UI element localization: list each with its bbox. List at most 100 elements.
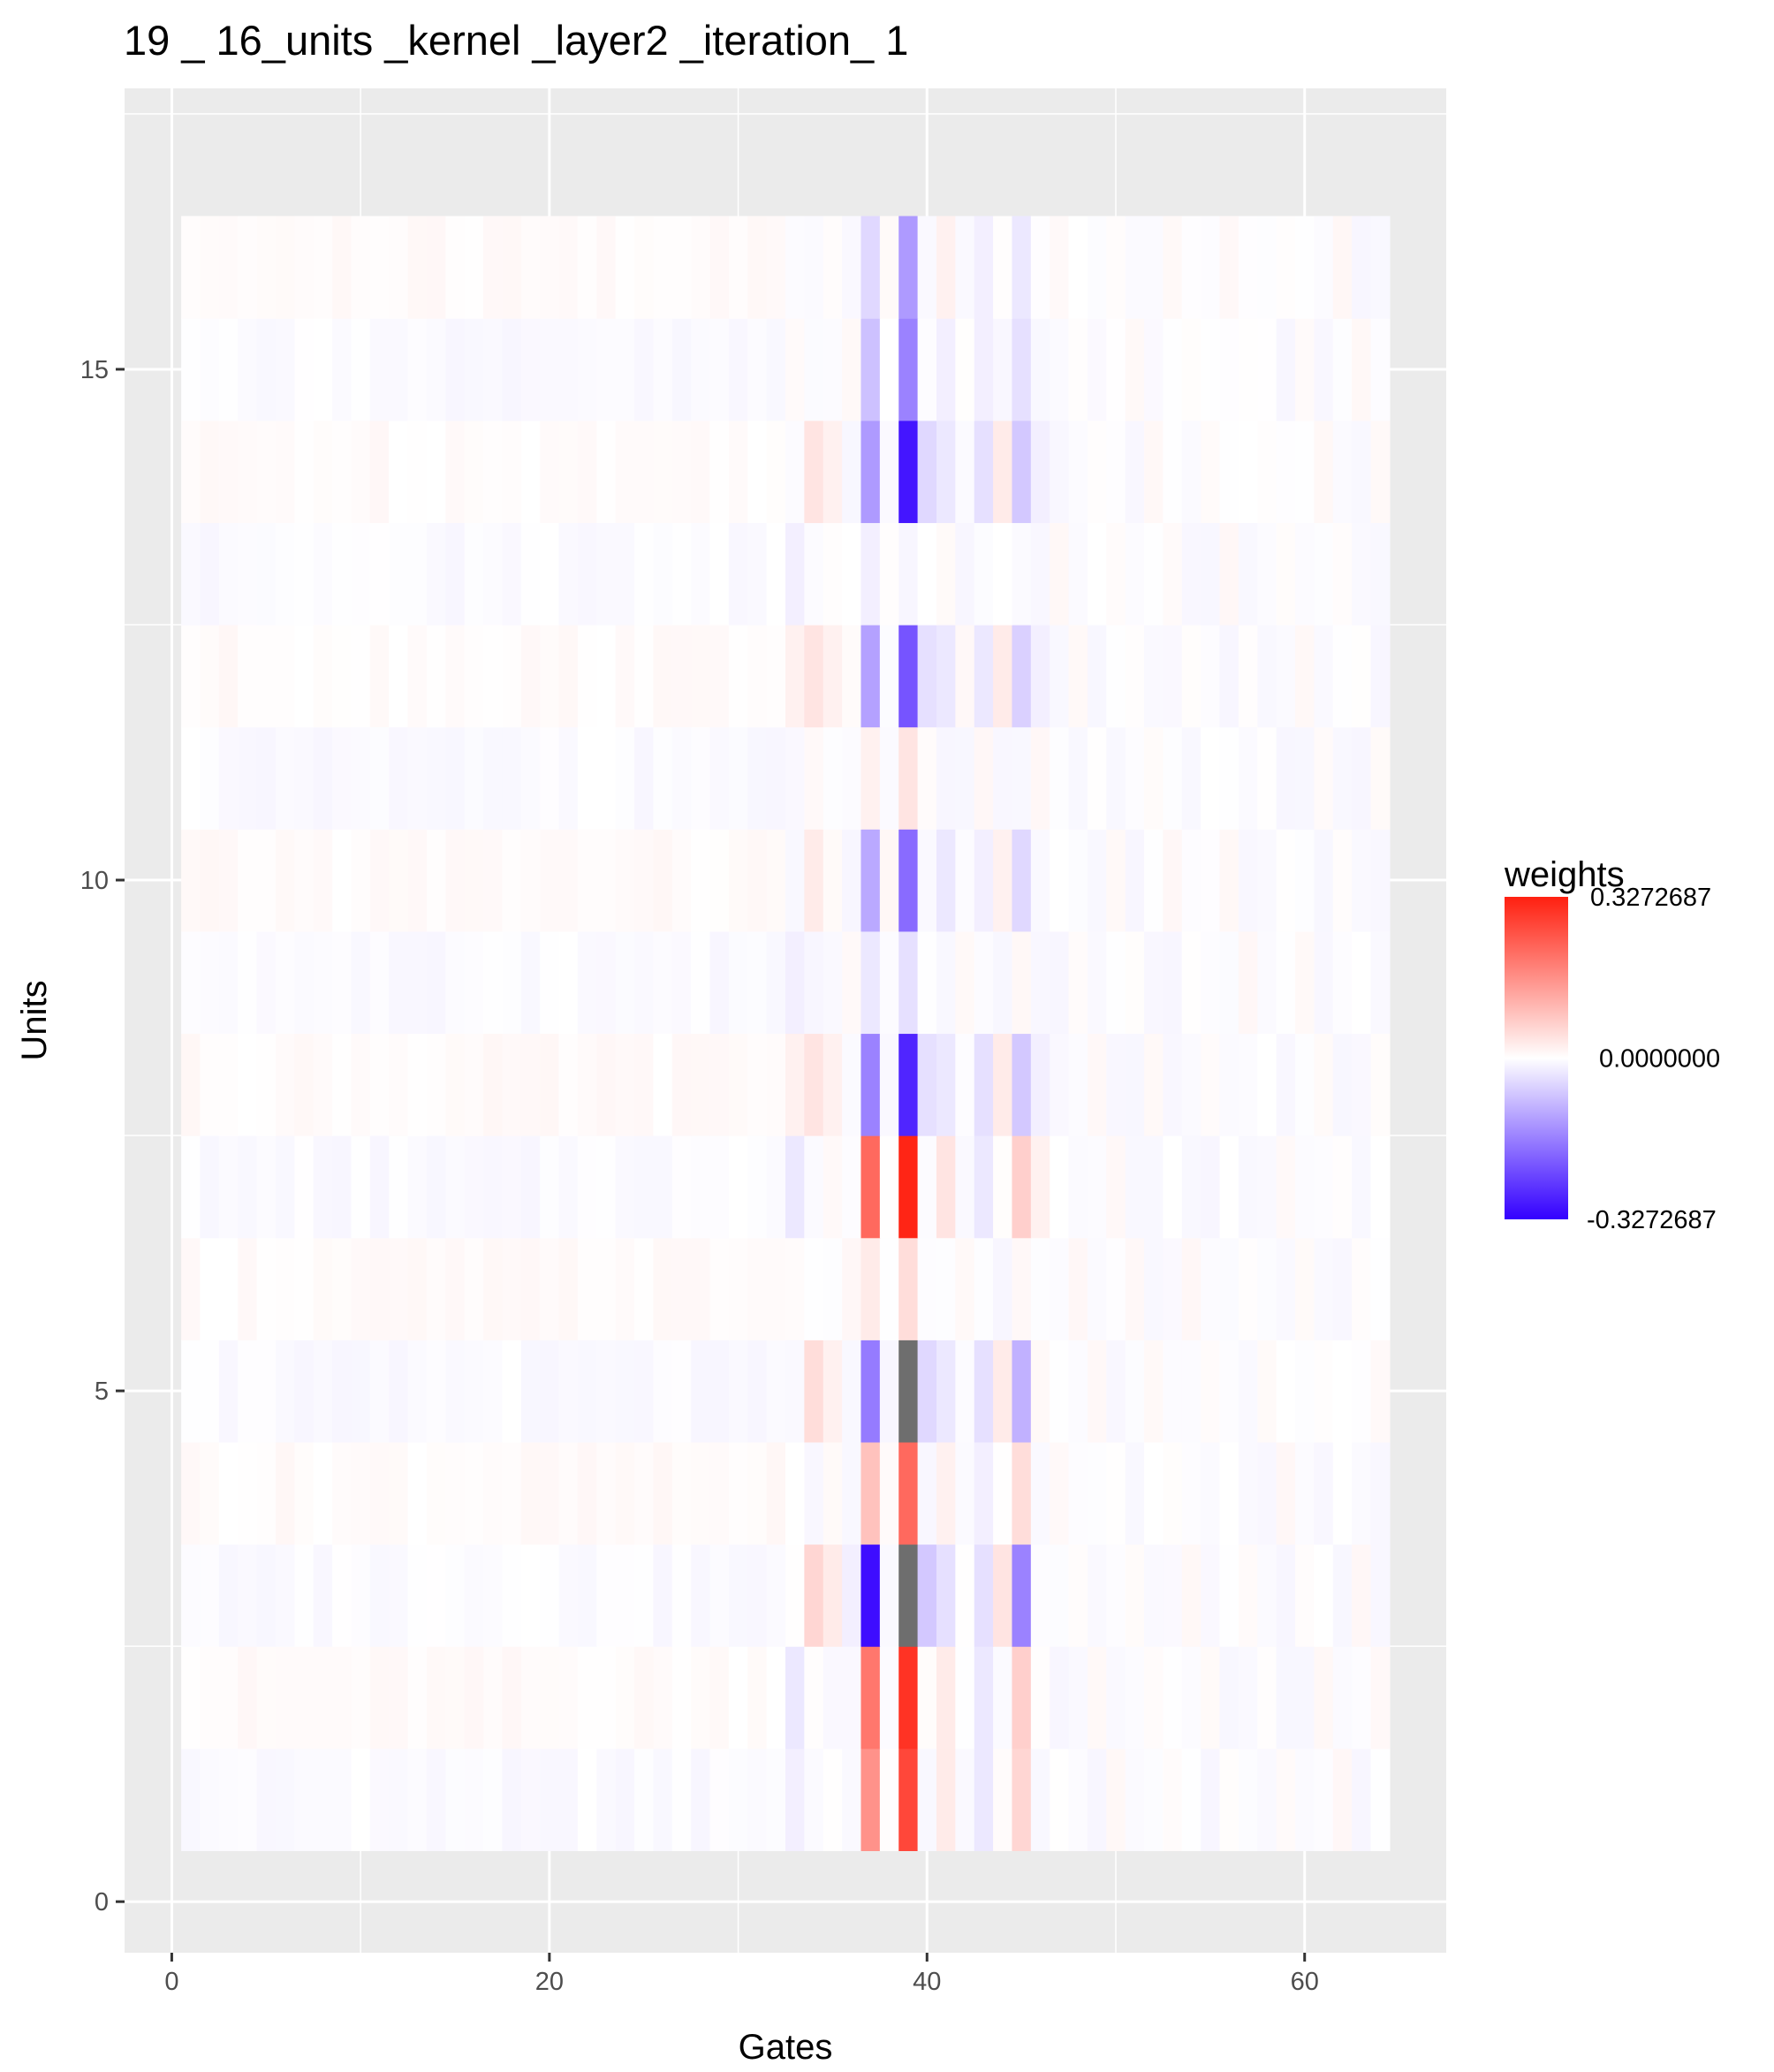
heatmap-cell: [558, 1748, 579, 1851]
heatmap-cell: [577, 1135, 597, 1239]
heatmap-cell: [842, 829, 862, 932]
heatmap-cell: [917, 318, 937, 421]
heatmap-cell: [1332, 1748, 1353, 1851]
heatmap-cell: [1050, 1340, 1070, 1443]
heatmap-cell: [1012, 726, 1032, 830]
heatmap-cell: [1314, 1748, 1334, 1851]
heatmap-cell: [275, 1748, 295, 1851]
heatmap-cell: [917, 216, 937, 319]
heatmap-cell: [898, 1544, 919, 1647]
heatmap-cell: [1087, 726, 1107, 830]
heatmap-cell: [1314, 1237, 1334, 1340]
heatmap-cell: [1219, 1340, 1240, 1443]
heatmap-cell: [917, 1237, 937, 1340]
heatmap-cell: [369, 1748, 390, 1851]
heatmap-cell: [445, 318, 466, 421]
heatmap-cell: [1087, 930, 1107, 1035]
heatmap-cell: [1352, 1237, 1372, 1340]
heatmap-cell: [1257, 522, 1277, 626]
heatmap-cell: [1012, 1033, 1032, 1136]
heatmap-cell: [218, 930, 239, 1035]
y-axis-title: Units: [15, 980, 54, 1060]
heatmap-cell: [502, 1646, 522, 1749]
heatmap-cell: [1238, 216, 1258, 319]
heatmap-cell: [275, 318, 295, 421]
heatmap-cell: [1163, 1544, 1183, 1647]
heatmap-cell: [483, 1135, 504, 1239]
heatmap-cell: [1181, 1237, 1202, 1340]
heatmap-cell: [313, 624, 333, 728]
heatmap-cell: [256, 624, 277, 728]
heatmap-cell: [653, 1441, 673, 1545]
heatmap-cell: [238, 1544, 258, 1647]
x-tick-label: 0: [164, 1968, 178, 1996]
heatmap-cell: [1012, 1135, 1032, 1239]
heatmap-cell: [709, 1340, 730, 1443]
heatmap-cell: [823, 930, 843, 1035]
heatmap-cell: [426, 1033, 446, 1136]
heatmap-cell: [1332, 522, 1353, 626]
heatmap-cell: [1201, 930, 1221, 1035]
heatmap-cell: [1068, 1340, 1088, 1443]
heatmap-cell: [238, 318, 258, 421]
heatmap-cell: [540, 1033, 560, 1136]
heatmap-cell: [218, 1544, 239, 1647]
heatmap-cell: [200, 930, 220, 1035]
heatmap-cell: [596, 1748, 617, 1851]
heatmap-cell: [294, 1544, 315, 1647]
heatmap-cell: [709, 216, 730, 319]
heatmap-cell: [407, 1135, 428, 1239]
heatmap-cell: [1295, 624, 1315, 728]
heatmap-cell: [540, 1340, 560, 1443]
heatmap-cell: [1012, 1544, 1032, 1647]
heatmap-cell: [766, 1441, 786, 1545]
heatmap-cell: [389, 1135, 409, 1239]
heatmap-cell: [634, 726, 654, 830]
heatmap-cell: [502, 1135, 522, 1239]
heatmap-cell: [389, 420, 409, 523]
heatmap-cell: [445, 1033, 466, 1136]
heatmap-cell: [1219, 726, 1240, 830]
heatmap-cell: [445, 420, 466, 523]
heatmap-cell: [634, 522, 654, 626]
heatmap-cell: [1181, 829, 1202, 932]
heatmap-cell: [747, 1544, 768, 1647]
heatmap-cell: [709, 522, 730, 626]
heatmap-cell: [1012, 1646, 1032, 1749]
heatmap-cell: [1087, 1646, 1107, 1749]
heatmap-cell: [389, 216, 409, 319]
heatmap-cell: [974, 1646, 994, 1749]
heatmap-cell: [1181, 522, 1202, 626]
heatmap-cell: [691, 1646, 711, 1749]
heatmap-cell: [1201, 829, 1221, 932]
heatmap-cell: [256, 1748, 277, 1851]
heatmap-cell: [898, 624, 919, 728]
heatmap-cell: [1144, 1646, 1164, 1749]
heatmap-cell: [1068, 1544, 1088, 1647]
heatmap-cell: [1106, 1340, 1126, 1443]
heatmap-cell: [294, 1441, 315, 1545]
heatmap-cell: [823, 1646, 843, 1749]
heatmap-cell: [1163, 1237, 1183, 1340]
heatmap-cell: [351, 1441, 371, 1545]
heatmap-cell: [256, 726, 277, 830]
heatmap-cell: [1314, 930, 1334, 1035]
heatmap-cell: [615, 930, 635, 1035]
heatmap-cell: [1050, 1441, 1070, 1545]
heatmap-cell: [1257, 1646, 1277, 1749]
heatmap-cell: [747, 522, 768, 626]
heatmap-cell: [1201, 216, 1221, 319]
heatmap-cell: [502, 216, 522, 319]
heatmap-cell: [860, 1441, 881, 1545]
heatmap-cell: [993, 1544, 1013, 1647]
heatmap-cell: [558, 726, 579, 830]
heatmap-cell: [804, 522, 824, 626]
heatmap-cell: [1238, 420, 1258, 523]
heatmap-cell: [1201, 420, 1221, 523]
heatmap-cell: [898, 1237, 919, 1340]
heatmap-cell: [200, 522, 220, 626]
heatmap-cell: [691, 829, 711, 932]
heatmap-cell: [1050, 1033, 1070, 1136]
heatmap-cell: [1238, 1135, 1258, 1239]
heatmap-cell: [238, 624, 258, 728]
